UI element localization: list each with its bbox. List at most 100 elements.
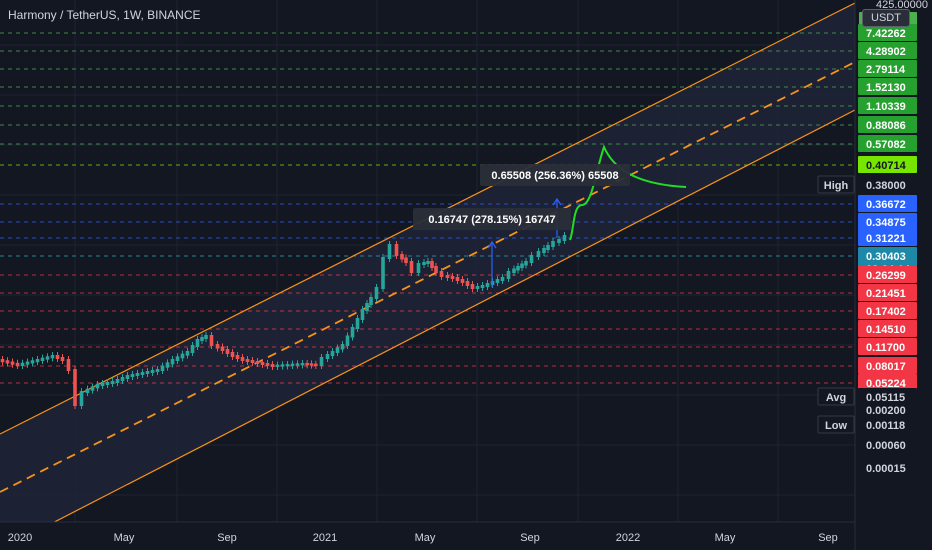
price-label: 0.11700 xyxy=(858,338,917,355)
measure-arrow-2-head xyxy=(552,197,562,206)
candle-body xyxy=(15,362,20,366)
candle-body xyxy=(260,362,265,365)
price-axis[interactable]: 425.00000 7.42262 4.28902 2.79114 1.52130 1.1… xyxy=(817,0,932,550)
candle-body xyxy=(225,349,230,354)
price-label: 4.28902 xyxy=(858,42,917,59)
candle-body xyxy=(470,284,475,289)
candle-body xyxy=(409,261,414,273)
price-label: 0.00118 Low xyxy=(817,415,917,434)
time-tick-label: Sep xyxy=(520,532,540,544)
candle-body xyxy=(105,382,110,385)
price-label: 0.00015 xyxy=(866,463,906,475)
price-label: 0.14510 xyxy=(858,320,917,337)
candle-body xyxy=(350,327,355,338)
candle-body xyxy=(309,363,314,366)
price-label: 0.00200 xyxy=(866,405,906,417)
measure-arrow-1-head xyxy=(487,240,497,249)
price-label-text: 0.00060 xyxy=(866,440,906,452)
time-tick-label: 2021 xyxy=(313,532,337,544)
candle-body xyxy=(0,359,5,363)
price-label: 0.31221 xyxy=(858,229,917,246)
candle-body xyxy=(85,388,90,393)
candle-body xyxy=(10,361,15,365)
candle-body xyxy=(209,335,214,346)
candle-body xyxy=(445,275,450,278)
candle-body xyxy=(150,370,155,373)
candle-body xyxy=(265,363,270,366)
candle-body xyxy=(60,357,65,361)
candle-body xyxy=(204,335,208,339)
candle-body xyxy=(430,261,434,268)
candle-body xyxy=(520,263,524,268)
price-label: 0.36672 xyxy=(858,195,917,212)
price-label-text: 0.11700 xyxy=(866,342,905,354)
price-label-text: 0.00118 xyxy=(866,420,905,432)
candle-body xyxy=(100,383,105,386)
candle-body xyxy=(79,391,84,406)
candle-body xyxy=(439,271,444,277)
candle-body xyxy=(512,268,516,273)
price-label-text: 2.79114 xyxy=(866,64,906,76)
measure-label-text: 0.16747 (278.15%) 16747 xyxy=(428,214,555,226)
candle-body xyxy=(195,339,200,347)
candle-body xyxy=(295,363,300,366)
candle-body xyxy=(160,365,165,371)
currency-button[interactable]: USDT xyxy=(862,9,910,27)
candle-body xyxy=(240,357,245,361)
candle-body xyxy=(434,266,438,273)
candle-body xyxy=(220,346,225,351)
candle-body xyxy=(374,287,379,299)
candle-body xyxy=(335,347,340,353)
candle-body xyxy=(305,363,309,366)
price-label: 0.34875 xyxy=(858,213,917,230)
candle-body xyxy=(40,357,45,361)
price-label: 0.21451 xyxy=(858,284,917,301)
candle-body xyxy=(455,277,460,281)
candle-body xyxy=(175,356,180,361)
price-label-text: 0.14510 xyxy=(866,324,906,336)
time-tick-label: 2022 xyxy=(616,532,640,544)
candle-body xyxy=(35,359,40,363)
symbol-title[interactable]: Harmony / TetherUS, 1W, BINANCE xyxy=(8,8,201,22)
candle-body xyxy=(330,351,335,356)
price-label-text: 0.26299 xyxy=(866,270,906,282)
candle-body xyxy=(110,381,115,384)
price-label-text: 1.52130 xyxy=(866,82,906,94)
candle-body xyxy=(55,355,60,359)
candle-body xyxy=(495,279,500,283)
candle-body xyxy=(360,309,365,320)
price-label: -0.00001 xyxy=(866,0,909,3)
candle-body xyxy=(387,244,392,259)
candle-body xyxy=(280,364,285,367)
candle-body xyxy=(381,257,385,289)
candle-body xyxy=(516,266,520,271)
channel-background xyxy=(0,3,855,550)
price-label-text: 0.38000 xyxy=(866,180,906,192)
candle-body xyxy=(300,363,305,366)
measure-label-1[interactable]: 0.16747 (278.15%) 16747 xyxy=(413,208,571,230)
candle-body xyxy=(45,356,50,360)
measure-label-2[interactable]: 0.65508 (256.36%) 65508 xyxy=(480,164,630,186)
price-label: 0.88086 xyxy=(858,116,917,133)
price-label: 0.17402 xyxy=(858,302,917,319)
channel-median-line[interactable] xyxy=(0,61,856,493)
candle-body xyxy=(230,352,235,357)
candle-body xyxy=(170,359,175,365)
measure-label-text: 0.65508 (256.36%) 65508 xyxy=(491,170,618,182)
time-axis[interactable]: 2020 May Sep 2021 May Sep 2022 May Sep xyxy=(0,521,932,550)
candle-body xyxy=(90,386,95,391)
time-tick-label: May xyxy=(114,532,135,544)
price-label-text: 0.36672 xyxy=(866,199,906,211)
channel-lower-line[interactable] xyxy=(0,109,856,550)
price-level-lines xyxy=(0,32,855,384)
price-label: 0.38000 High xyxy=(817,175,917,194)
candle-body xyxy=(20,362,25,366)
candle-body xyxy=(557,239,561,243)
candle-body xyxy=(529,255,534,263)
candle-body xyxy=(400,254,404,260)
candle-body xyxy=(275,364,280,367)
candle-body xyxy=(404,257,408,263)
candle-body xyxy=(245,359,250,362)
price-label: 0.26299 xyxy=(858,266,917,283)
